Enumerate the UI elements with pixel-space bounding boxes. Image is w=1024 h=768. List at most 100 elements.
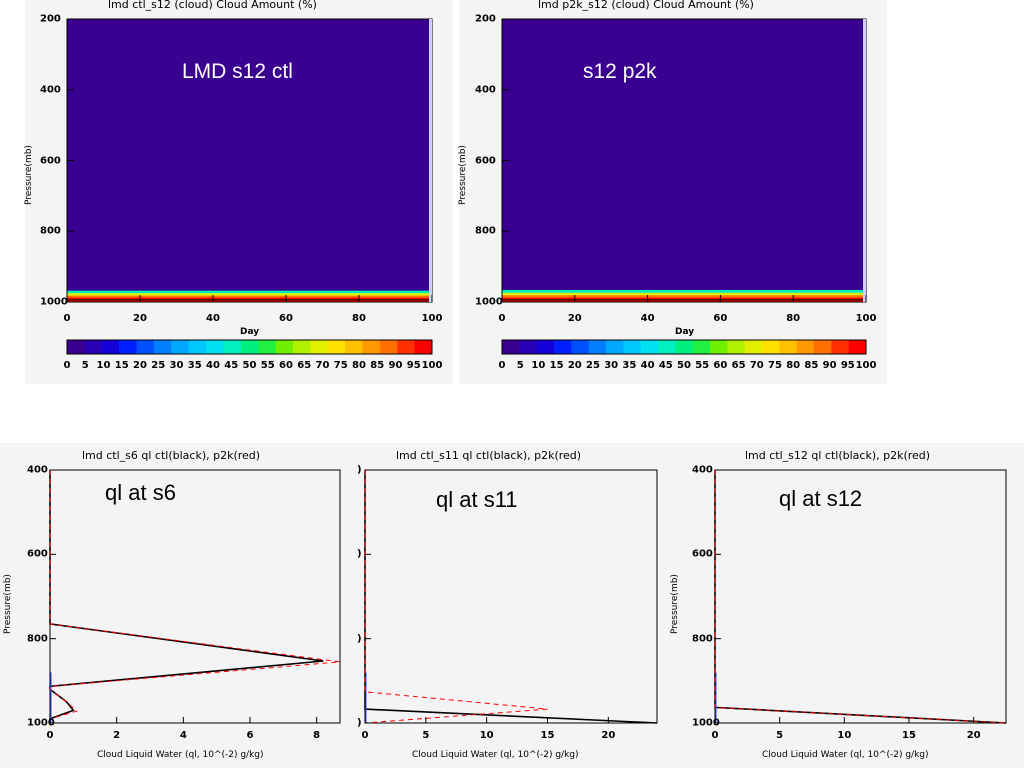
colorbar-tick-label: 30 bbox=[169, 360, 184, 371]
colorbar-swatch bbox=[67, 340, 85, 354]
x-tick-label: 80 bbox=[786, 313, 801, 324]
x-tick-label: 8 bbox=[313, 730, 321, 741]
colorbar-tick-label: 25 bbox=[586, 360, 600, 371]
colorbar-tick-label: 45 bbox=[224, 360, 239, 371]
colorbar-tick-label: 95 bbox=[406, 360, 421, 371]
colorbar-tick-label: 55 bbox=[695, 360, 710, 371]
heatmap-xlabel-p2k: Day bbox=[675, 327, 695, 337]
colorbar-tick-label: 70 bbox=[315, 360, 330, 371]
colorbar-tick-label: 60 bbox=[279, 360, 293, 371]
x-tick-label: 80 bbox=[352, 313, 366, 324]
series-ctl bbox=[364, 470, 658, 724]
colorbar-tick-label: 80 bbox=[352, 360, 366, 371]
colorbar-tick-label: 70 bbox=[749, 360, 764, 371]
colorbar-swatch bbox=[327, 340, 346, 354]
colorbar-swatch bbox=[292, 340, 311, 354]
colorbar-swatch bbox=[119, 340, 138, 354]
colorbar-tick-label: 55 bbox=[260, 360, 275, 371]
colorbar-tick-label: 90 bbox=[822, 360, 837, 371]
colorbar-swatch bbox=[379, 340, 398, 354]
series-p2k bbox=[714, 470, 1007, 724]
y-tick-label: 800 bbox=[475, 225, 496, 237]
plot-frame bbox=[49, 469, 341, 724]
colorbar-swatch bbox=[101, 340, 120, 354]
colorbar-swatch bbox=[623, 340, 642, 354]
line-annotation-s11: ql at s11 bbox=[436, 487, 518, 512]
x-tick-label: 10 bbox=[837, 730, 852, 741]
y-tick-label: 800 bbox=[692, 633, 713, 645]
x-tick-label: 20 bbox=[567, 313, 582, 324]
colorbar-swatch bbox=[588, 340, 607, 354]
colorbar-swatch bbox=[223, 340, 242, 354]
colorbar-tick-label: 20 bbox=[133, 360, 147, 371]
y-tick-label: 600 bbox=[692, 548, 713, 560]
colorbar-tick-label: 85 bbox=[370, 360, 385, 371]
y-tick-label: 600 bbox=[40, 155, 61, 166]
colorbar-tick-label: 75 bbox=[768, 360, 782, 371]
line-xlabel-s11: Cloud Liquid Water (ql, 10^(-2) g/kg) bbox=[412, 750, 579, 760]
colorbar-tick-label: 5 bbox=[81, 360, 89, 371]
x-tick-label: 40 bbox=[206, 313, 220, 324]
colorbar-swatch bbox=[710, 340, 728, 354]
line-ylabel-s6: Pressure(mb) bbox=[3, 574, 13, 634]
line-title-s11: lmd ctl_s11 ql ctl(black), p2k(red) bbox=[396, 449, 582, 462]
colorbar-tick-label: 65 bbox=[731, 360, 746, 371]
colorbar-tick-label: 0 bbox=[498, 360, 506, 371]
y-tick-label: 400 bbox=[40, 84, 61, 96]
x-tick-label: 0 bbox=[361, 730, 369, 741]
y-tick-label: 600 bbox=[475, 155, 496, 166]
colorbar-tick-label: 75 bbox=[333, 360, 348, 371]
y-tick-label: 400 bbox=[475, 84, 496, 96]
colorbar-swatch bbox=[640, 340, 659, 354]
colorbar-tick-label: 0 bbox=[63, 360, 71, 371]
colorbar-tick-label: 40 bbox=[206, 360, 220, 371]
colorbar-swatch bbox=[536, 340, 555, 354]
colorbar-swatch bbox=[258, 340, 277, 354]
colorbar-tick-label: 100 bbox=[855, 360, 877, 371]
colorbar-tick-label: 30 bbox=[604, 360, 619, 371]
colorbar-swatch bbox=[240, 340, 259, 354]
colorbar-swatch bbox=[136, 340, 155, 354]
x-tick-label: 0 bbox=[711, 730, 719, 741]
x-tick-label: 100 bbox=[421, 313, 443, 324]
x-tick-label: 0 bbox=[46, 730, 54, 741]
colorbar-swatch bbox=[206, 340, 224, 354]
colorbar-swatch bbox=[692, 340, 711, 354]
series-p2k bbox=[49, 470, 341, 723]
colorbar-frame bbox=[66, 339, 433, 355]
colorbar-tick-label: 65 bbox=[297, 360, 312, 371]
plot-edge bbox=[429, 19, 432, 302]
y-tick-label: 800 bbox=[27, 633, 48, 645]
colorbar-swatch bbox=[831, 340, 850, 354]
colorbar-tick-label: 50 bbox=[242, 360, 257, 371]
series-p2k bbox=[364, 470, 548, 724]
x-tick-label: 5 bbox=[776, 730, 784, 741]
line-panel-row bbox=[0, 443, 1024, 768]
colorbar-tick-label: 40 bbox=[640, 360, 655, 371]
colorbar-swatch bbox=[814, 340, 832, 354]
y-tick-label: ) bbox=[357, 548, 362, 560]
colorbar-tick-label: 25 bbox=[151, 360, 166, 371]
colorbar-swatch bbox=[397, 340, 416, 354]
heatmap-title-p2k: lmd p2k_s12 (cloud) Cloud Amount (%) bbox=[538, 0, 754, 11]
colorbar-swatch bbox=[84, 340, 103, 354]
x-tick-label: 15 bbox=[540, 730, 555, 741]
colorbar-swatch bbox=[345, 340, 363, 354]
colorbar-tick-label: 35 bbox=[622, 360, 637, 371]
heatmap-annotation-ctl: LMD s12 ctl bbox=[182, 60, 293, 83]
x-tick-label: 6 bbox=[246, 730, 254, 741]
x-tick-label: 100 bbox=[855, 313, 877, 324]
colorbar-swatch bbox=[362, 340, 381, 354]
y-tick-label: ) bbox=[357, 717, 362, 729]
colorbar-swatch bbox=[414, 340, 433, 354]
x-tick-label: 15 bbox=[902, 730, 916, 741]
colorbar-swatch bbox=[744, 340, 763, 354]
colorbar-tick-label: 15 bbox=[114, 360, 129, 371]
colorbar-tick-label: 10 bbox=[96, 360, 111, 371]
x-tick-label: 60 bbox=[713, 313, 728, 324]
colorbar-swatch bbox=[188, 340, 207, 354]
x-tick-label: 0 bbox=[63, 313, 71, 324]
line-title-s12: lmd ctl_s12 ql ctl(black), p2k(red) bbox=[745, 449, 931, 462]
series-ctl bbox=[49, 470, 324, 723]
